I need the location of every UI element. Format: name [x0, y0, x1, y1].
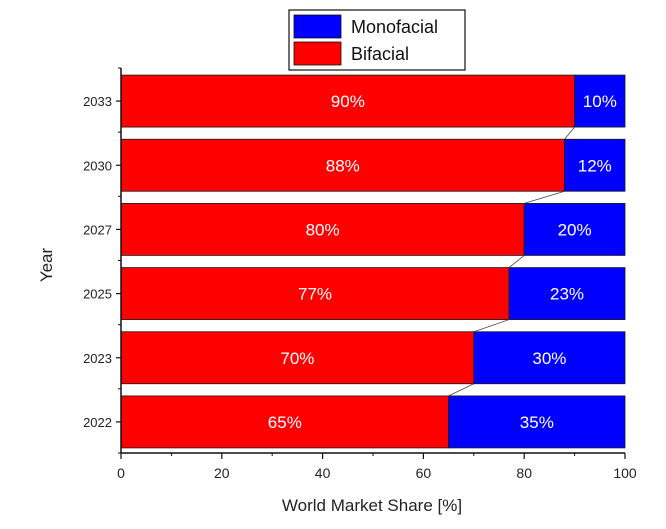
bar-monofacial-2025: [508, 267, 626, 320]
data-label-monofacial-2030: 12%: [578, 156, 612, 175]
x-tick-label-100: 100: [613, 465, 637, 481]
x-tick-label-60: 60: [416, 465, 432, 481]
x-tick-label-40: 40: [315, 465, 331, 481]
axes-layer: 2033 2030 2027 2025 2023 2022 0 20 40 60 80 100: [83, 67, 637, 481]
connector-line-2023-2022: [448, 383, 474, 397]
data-label-monofacial-2033: 10%: [583, 92, 617, 111]
x-tick-label-20: 20: [214, 465, 230, 481]
connector-line-2030-2027: [524, 190, 565, 204]
y-tick-label-2027: 2027: [83, 222, 112, 237]
y-tick-label-2022: 2022: [83, 415, 112, 430]
data-label-bifacial-2027: 80%: [306, 220, 340, 239]
bar-monofacial-2023: [473, 331, 626, 385]
bar-monofacial-2030: [564, 138, 626, 192]
x-tick-label-0: 0: [117, 465, 125, 481]
connector-line-2033-2030: [564, 126, 575, 140]
y-tick-label-2033: 2033: [83, 94, 112, 109]
legend-swatch-bifacial: [293, 41, 342, 66]
y-axis-title: Year: [37, 247, 56, 282]
data-label-bifacial-2023: 70%: [280, 349, 314, 368]
y-tick-label-2030: 2030: [83, 158, 112, 173]
bars-layer: [120, 74, 626, 449]
bar-bifacial-2025: [120, 267, 510, 320]
legend-label-bifacial: Bifacial: [351, 44, 409, 64]
connectors-layer: [448, 126, 575, 397]
legend-label-monofacial: Monofacial: [351, 17, 438, 37]
data-label-bifacial-2033: 90%: [331, 92, 365, 111]
bar-bifacial-2030: [120, 138, 565, 192]
data-label-monofacial-2023: 30%: [532, 349, 566, 368]
data-label-monofacial-2025: 23%: [550, 285, 584, 304]
legend: Monofacial Bifacial: [288, 9, 466, 71]
data-label-monofacial-2022: 35%: [520, 413, 554, 432]
y-tick-label-2025: 2025: [83, 287, 112, 302]
legend-swatch-monofacial: [293, 14, 342, 39]
bar-monofacial-2033: [574, 74, 626, 128]
data-label-bifacial-2025: 77%: [298, 285, 332, 304]
data-label-monofacial-2027: 20%: [558, 220, 592, 239]
bar-monofacial-2022: [448, 395, 626, 449]
data-label-bifacial-2022: 65%: [268, 413, 302, 432]
data-labels-layer: 90% 10% 88% 12% 80% 20% 77% 23% 70% 30% 65% 35%: [268, 92, 617, 432]
bar-bifacial-2027: [120, 203, 525, 256]
bar-monofacial-2027: [523, 203, 626, 256]
connector-line-2027-2025: [508, 255, 525, 268]
bar-bifacial-2033: [120, 74, 576, 128]
connector-line-2025-2023: [473, 319, 510, 333]
x-tick-label-80: 80: [516, 465, 532, 481]
data-label-bifacial-2030: 88%: [326, 156, 360, 175]
x-axis-title: World Market Share [%]: [282, 496, 462, 515]
y-tick-label-2023: 2023: [83, 351, 112, 366]
